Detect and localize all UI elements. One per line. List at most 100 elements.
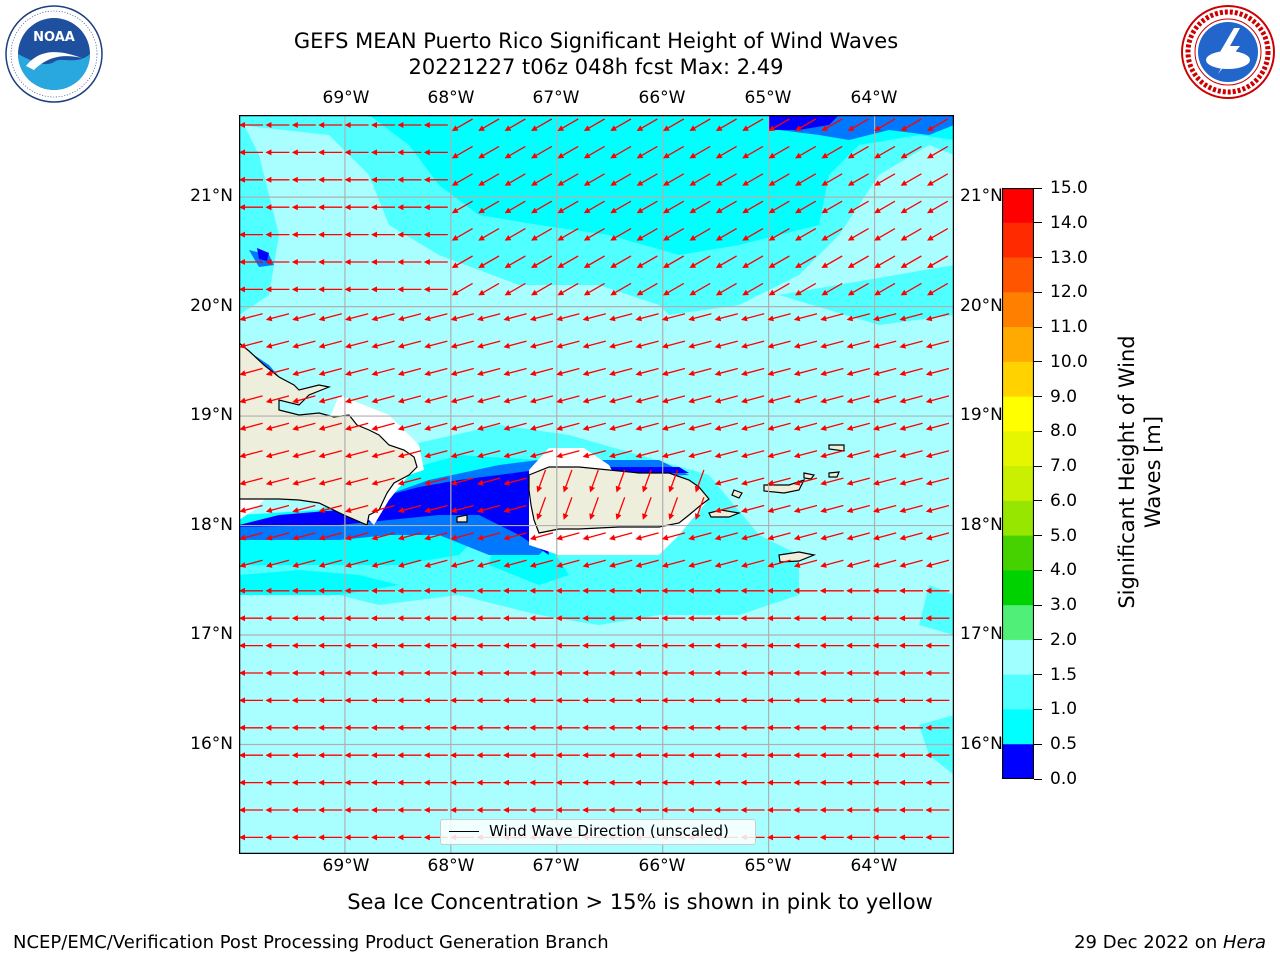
wave-arrow: [847, 118, 869, 131]
chart-subtitle: 20221227 t06z 048h fcst Max: 2.49: [408, 55, 784, 79]
wave-arrow: [478, 118, 500, 131]
wave-arrow: [503, 450, 527, 459]
wave-arrow: [768, 173, 790, 186]
wave-arrow: [846, 504, 870, 514]
wave-arrow: [899, 340, 923, 349]
wave-arrow: [265, 176, 290, 183]
legend-label: Wind Wave Direction (unscaled): [489, 822, 729, 840]
wave-arrow: [872, 807, 897, 813]
wave-arrow: [740, 642, 765, 649]
wave-arrow: [925, 670, 950, 676]
wave-arrow: [397, 450, 422, 459]
wave-arrow: [291, 231, 316, 238]
wave-arrow: [767, 724, 791, 731]
wave-arrow: [397, 286, 422, 293]
wave-arrow: [397, 670, 422, 676]
wave-arrow: [265, 834, 290, 841]
wave-arrow: [714, 642, 739, 649]
wave-arrow: [741, 340, 765, 349]
wave-arrow: [292, 422, 316, 431]
wave-arrow: [239, 122, 263, 128]
wave-arrow: [318, 422, 342, 431]
wave-arrow: [424, 532, 448, 541]
colorbar-title: Significant Height of Wind Waves [m]: [1114, 312, 1166, 632]
wave-arrow: [371, 286, 395, 293]
wave-arrow: [767, 395, 791, 404]
wave-arrow: [531, 173, 553, 186]
wave-arrow: [292, 395, 316, 404]
wave-arrow: [292, 313, 316, 322]
wave-arrow: [663, 282, 685, 296]
wave-arrow: [371, 615, 395, 622]
wave-arrow: [555, 642, 580, 649]
noaa-logo-text: NOAA: [33, 30, 75, 45]
wave-arrow: [477, 559, 501, 568]
wave-arrow: [687, 779, 712, 786]
wave-arrow: [397, 395, 422, 404]
lon-tick-bottom: 68°W: [427, 856, 475, 876]
wave-arrow: [847, 173, 869, 186]
wave-arrow: [899, 313, 923, 322]
colorbar-segment: [1002, 605, 1034, 641]
wave-arrow: [529, 450, 554, 459]
wave-arrow: [740, 724, 765, 731]
wave-arrow: [742, 200, 764, 214]
wave-arrow: [344, 807, 369, 813]
wave-arrow: [872, 752, 897, 759]
wave-arrow: [318, 807, 343, 813]
wave-arrow: [582, 724, 607, 731]
wave-arrow: [688, 367, 712, 377]
wave-arrow: [608, 697, 633, 704]
wave-arrow: [793, 367, 818, 377]
wave-arrow: [476, 642, 501, 649]
wave-arrow: [714, 504, 738, 514]
wave-arrow: [318, 450, 342, 459]
wave-arrow: [768, 282, 790, 296]
wave-arrow: [451, 173, 473, 186]
wave-arrow: [503, 697, 527, 704]
wave-arrow: [555, 724, 580, 731]
wave-arrow: [504, 200, 526, 214]
wave-arrow: [291, 752, 316, 759]
wave-arrow: [846, 559, 870, 568]
wave-arrow: [927, 118, 949, 131]
colorbar-tick-label: 3.0: [1034, 595, 1077, 615]
wave-arrow: [925, 559, 950, 568]
wave-arrow: [318, 259, 343, 265]
wave-arrow: [793, 532, 818, 541]
wave-arrow: [793, 752, 818, 759]
wave-arrow: [714, 615, 739, 622]
wave-arrow: [450, 807, 475, 813]
wave-arrow: [899, 615, 923, 622]
wave-arrow: [661, 670, 686, 676]
wave-arrow: [344, 642, 369, 649]
wave-arrow: [767, 615, 791, 622]
wave-arrow: [423, 286, 448, 293]
lat-tick-right: 21°N: [960, 186, 1003, 206]
wave-arrow: [318, 559, 342, 568]
wave-arrow: [344, 122, 369, 128]
wave-arrow: [345, 450, 369, 459]
wave-arrow: [291, 615, 316, 622]
wave-arrow: [265, 149, 290, 156]
wave-arrow: [872, 834, 897, 841]
wave-arrow: [557, 255, 579, 268]
wave-arrow: [450, 779, 475, 786]
wave-arrow: [371, 752, 395, 759]
wave-arrow: [767, 807, 791, 813]
wave-arrow: [344, 834, 369, 841]
wave-arrow: [608, 779, 633, 786]
wave-arrow: [635, 559, 659, 568]
wave-arrow: [423, 724, 448, 731]
wave-arrow: [265, 422, 290, 431]
wave-arrow: [793, 724, 818, 731]
wave-arrow: [504, 118, 526, 131]
wave-arrow: [873, 450, 897, 459]
wave-arrow: [636, 255, 658, 268]
wave-arrow: [925, 834, 950, 841]
wave-arrow: [344, 149, 369, 156]
wave-arrow: [503, 504, 527, 514]
legend-line: [449, 831, 479, 832]
wave-arrow: [476, 724, 501, 731]
wave-arrow: [583, 255, 605, 268]
